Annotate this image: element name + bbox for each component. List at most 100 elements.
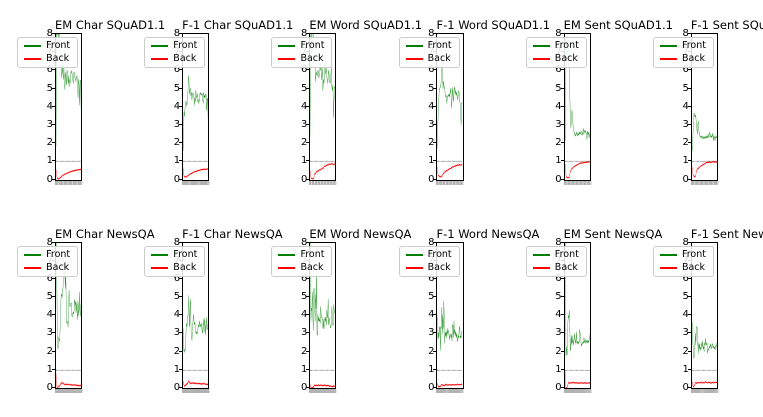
y-tick-mark — [179, 368, 184, 370]
legend-entry-front: Front — [151, 249, 197, 260]
y-tick-label: 0 — [555, 382, 562, 393]
legend-entry-back: Back — [24, 262, 70, 273]
y-tick-label: 0 — [682, 173, 689, 185]
y-tick-mark — [52, 296, 56, 298]
y-tick-label: 6 — [428, 64, 435, 76]
y-tick-label: 0 — [682, 382, 689, 393]
front-line-swatch — [405, 45, 423, 47]
y-tick-mark — [179, 160, 184, 162]
subplot-em-char-squad: EM Char SQuAD1.1 Front Back 012345678 — [17, 16, 165, 193]
y-tick-label: 2 — [682, 345, 689, 357]
y-tick-mark — [687, 332, 692, 334]
legend-label-back: Back — [554, 53, 578, 64]
legend: Front Back — [398, 37, 460, 68]
y-tick-label: 5 — [300, 291, 308, 303]
y-tick-label: 1 — [555, 363, 562, 375]
subplot-f1-char-newsqa: F-1 Char NewsQA Front Back 012345678 — [144, 225, 283, 402]
legend: Front Back — [17, 245, 79, 277]
legend-entry-front: Front — [278, 249, 324, 260]
y-tick-mark — [433, 350, 438, 352]
y-tick-mark — [179, 314, 184, 316]
chart-title: F-1 Word SQuAD1.1 — [436, 18, 551, 32]
y-tick-label: 4 — [682, 309, 689, 321]
y-tick-label: 5 — [682, 82, 689, 94]
y-tick-mark — [560, 69, 565, 71]
y-tick-label: 3 — [428, 327, 435, 339]
plot-area: Front Back 012345678 — [398, 29, 464, 184]
legend-entry-front: Front — [24, 248, 71, 260]
y-tick-label: 4 — [428, 309, 435, 321]
legend-entry-back: Back — [659, 54, 706, 64]
front-line-swatch — [532, 253, 550, 256]
y-tick-label: 5 — [46, 82, 53, 94]
chart-title: F-1 Char NewsQA — [182, 226, 283, 241]
y-tick-mark — [306, 105, 311, 107]
y-tick-mark — [179, 123, 184, 125]
y-tick-mark — [52, 105, 56, 107]
series-back — [437, 382, 463, 387]
y-tick-mark — [52, 178, 56, 180]
legend-label-back: Back — [46, 53, 70, 64]
y-tick-mark — [687, 33, 692, 34]
series-back — [56, 372, 82, 388]
series-back — [564, 160, 590, 179]
y-tick-label: 6 — [555, 64, 562, 76]
series-front — [564, 38, 590, 142]
series-front — [56, 242, 82, 349]
legend-label-back: Back — [173, 53, 197, 64]
y-tick-mark — [560, 387, 565, 388]
subplot-em-word-squad: EM Word SQuAD1.1 Front Back 012345678 — [271, 16, 422, 193]
legend-label-front: Front — [681, 248, 706, 260]
y-tick-mark — [433, 178, 438, 180]
y-tick-mark — [433, 105, 438, 107]
y-tick-label: 1 — [682, 363, 689, 375]
y-tick-label: 2 — [46, 137, 53, 149]
line-chart — [183, 75, 209, 178]
plot-area: Front Back 012345678 — [17, 29, 83, 184]
legend-label-front: Front — [427, 248, 452, 260]
y-tick-mark — [560, 178, 565, 180]
y-tick-label: 8 — [682, 236, 689, 248]
series-front — [691, 112, 717, 152]
plot-wrap: Front Back 012345678 — [398, 237, 464, 395]
back-line-swatch — [278, 266, 296, 269]
y-tick-label: 3 — [46, 118, 53, 130]
y-tick-mark — [52, 332, 56, 334]
y-tick-mark — [687, 160, 692, 162]
y-tick-mark — [687, 314, 692, 316]
y-tick-mark — [560, 87, 565, 89]
y-tick-label: 6 — [555, 272, 562, 284]
legend-entry-front: Front — [405, 41, 452, 51]
front-line-swatch — [278, 45, 296, 47]
back-line-swatch — [659, 58, 677, 60]
subplot-em-char-newsqa: EM Char NewsQA Front Back 012345678 — [17, 225, 155, 402]
x-axis-ticks — [690, 180, 718, 185]
legend: Front Back — [271, 37, 333, 68]
y-tick-mark — [52, 368, 56, 370]
x-axis-ticks — [55, 180, 83, 185]
legend-entry-front: Front — [151, 41, 197, 51]
series-front — [310, 242, 336, 335]
y-tick-label: 6 — [173, 272, 181, 284]
plot-area: Front Back 012345678 — [271, 237, 337, 393]
y-tick-mark — [179, 296, 184, 298]
y-tick-mark — [687, 241, 692, 243]
series-front — [691, 320, 717, 359]
x-axis-ticks — [436, 389, 464, 393]
y-tick-mark — [560, 332, 565, 334]
y-tick-label: 0 — [300, 173, 308, 185]
y-tick-label: 0 — [46, 173, 53, 185]
y-tick-label: 1 — [300, 155, 308, 167]
y-tick-mark — [560, 142, 565, 144]
series-back — [56, 168, 82, 180]
y-tick-mark — [306, 350, 311, 352]
legend-label-front: Front — [681, 40, 706, 51]
y-tick-mark — [687, 368, 692, 370]
y-tick-label: 2 — [682, 137, 689, 149]
legend-label-front: Front — [46, 248, 71, 260]
back-line-swatch — [659, 266, 677, 269]
y-tick-mark — [433, 142, 438, 144]
legend-label-back: Back — [427, 53, 451, 64]
y-tick-label: 8 — [428, 236, 435, 248]
legend-label-front: Front — [173, 40, 198, 51]
